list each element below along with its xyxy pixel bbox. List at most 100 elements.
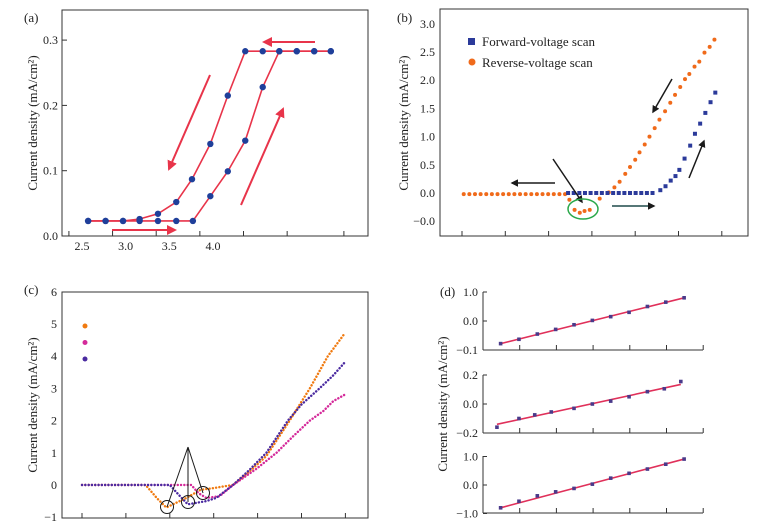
- data-point: [682, 296, 686, 300]
- data-point: [590, 402, 595, 406]
- series-line-1: [80, 393, 346, 500]
- arrow-forward-up: [688, 139, 706, 179]
- data-point-forward: [658, 188, 663, 193]
- data-point-forward: [668, 178, 673, 183]
- arrow-forward-up: [240, 107, 285, 206]
- y-tick-label: 3.0: [420, 17, 435, 31]
- data-point-reverse: [668, 100, 673, 105]
- data-point: [645, 304, 650, 309]
- data-point: [608, 476, 613, 480]
- series-line-2: [80, 361, 346, 506]
- y-tick-label: 1.0: [463, 285, 478, 299]
- y-tick-label: 6: [51, 285, 57, 299]
- data-point-reverse: [712, 37, 717, 42]
- data-point: [242, 137, 249, 144]
- legend-label-forward: Forward-voltage scan: [482, 34, 595, 49]
- data-point-forward: [644, 191, 649, 195]
- annotation-line: [187, 446, 204, 494]
- data-point: [662, 386, 667, 391]
- data-point: [154, 210, 162, 217]
- x-tick-label: 4.0: [205, 239, 220, 253]
- data-point-reverse: [534, 192, 539, 197]
- dip-highlight-circle: [181, 495, 195, 509]
- data-point: [608, 314, 613, 319]
- data-point-reverse: [707, 44, 712, 49]
- data-point-reverse: [612, 185, 617, 190]
- data-point: [189, 217, 197, 225]
- data-point: [679, 379, 683, 384]
- data-point: [535, 494, 540, 498]
- data-point-reverse: [478, 192, 483, 197]
- data-point-forward: [698, 121, 703, 126]
- y-tick-label: 1.0: [463, 450, 478, 464]
- data-point-reverse: [687, 71, 692, 76]
- data-point-forward: [708, 100, 713, 105]
- panel-b-label: (b): [397, 10, 412, 25]
- y-tick-label: 0.0: [463, 478, 478, 492]
- y-tick-label: 0.0: [420, 186, 435, 200]
- y-tick-label: −1: [44, 510, 57, 524]
- y-tick-label: −1.0: [456, 507, 478, 521]
- data-point: [276, 48, 283, 55]
- x-tick-label: 3.0: [118, 239, 133, 253]
- data-point-reverse: [682, 77, 687, 82]
- y-tick-label: 1: [51, 446, 57, 460]
- data-point-forward: [688, 143, 693, 148]
- data-point-reverse: [467, 192, 472, 197]
- data-point-reverse: [557, 192, 562, 197]
- y-tick-label: 0.3: [43, 33, 58, 47]
- data-point: [553, 327, 558, 332]
- data-point: [224, 92, 231, 99]
- data-point: [188, 175, 196, 183]
- y-tick-label: 1.0: [420, 130, 435, 144]
- y-tick-label: −0.1: [456, 343, 478, 357]
- data-point: [84, 217, 92, 225]
- data-point: [154, 217, 162, 225]
- y-tick-label: 0.1: [43, 164, 58, 178]
- data-point-reverse: [518, 192, 523, 197]
- data-point: [572, 322, 576, 327]
- data-point: [259, 83, 266, 91]
- data-point-reverse: [587, 207, 592, 212]
- data-point-forward: [703, 110, 708, 115]
- y-tick-label: 0.5: [420, 158, 435, 172]
- data-point-reverse: [633, 157, 638, 162]
- data-point-reverse: [663, 109, 668, 114]
- data-point: [517, 416, 521, 421]
- data-point: [242, 48, 249, 55]
- data-point: [259, 48, 266, 55]
- data-point: [495, 425, 499, 429]
- data-point-reverse: [506, 192, 511, 197]
- data-point-reverse: [563, 192, 568, 197]
- y-tick-label: 0.0: [463, 397, 478, 411]
- legend-marker-forward: [468, 38, 475, 45]
- y-tick-label: 1.5: [420, 101, 435, 115]
- data-point-forward: [692, 131, 697, 136]
- data-point-forward: [616, 191, 621, 195]
- data-point-reverse: [495, 192, 500, 197]
- data-point: [207, 192, 214, 200]
- data-point-reverse: [582, 209, 587, 214]
- y-tick-label: 0.2: [463, 368, 478, 382]
- data-point-reverse: [678, 84, 683, 89]
- data-point: [532, 413, 537, 417]
- data-point-reverse: [501, 192, 506, 197]
- dip-highlight-circle: [196, 486, 210, 500]
- data-point: [224, 168, 231, 175]
- data-point-forward: [594, 191, 599, 195]
- data-point-forward: [650, 191, 655, 195]
- data-point-reverse: [540, 192, 545, 197]
- data-point: [627, 394, 631, 399]
- data-point-reverse: [577, 210, 582, 215]
- panel-d-label: (d): [440, 284, 455, 299]
- data-point-reverse: [489, 192, 494, 197]
- legend-marker-0: [82, 323, 88, 329]
- data-point-reverse: [628, 165, 633, 170]
- y-tick-label: 3: [51, 381, 57, 395]
- data-point-reverse: [551, 192, 556, 197]
- dip-highlight-ellipse: [567, 198, 599, 220]
- data-point-forward: [622, 191, 627, 195]
- data-point: [549, 410, 554, 414]
- data-point-reverse: [697, 59, 702, 64]
- data-point-forward: [611, 191, 616, 195]
